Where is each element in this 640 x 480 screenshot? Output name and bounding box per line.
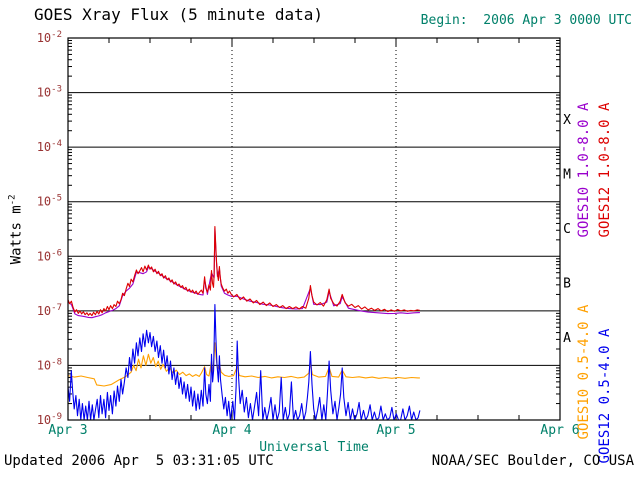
plot-frame [67,37,561,421]
y-tick-label: 10-7 [37,303,62,318]
y-tick-label: 10-8 [37,357,62,372]
chart-title: GOES Xray Flux (5 minute data) [34,5,323,24]
begin-time-label: Begin: 2006 Apr 3 0000 UTC [420,13,632,28]
y-tick-label: 10-4 [37,139,62,154]
y-tick-label: 10-3 [37,85,62,100]
flare-class-label: M [563,167,571,182]
flare-class-label: A [563,331,571,346]
series-goes10-long [67,228,420,319]
x-tick-label: Apr 6 [540,423,579,438]
series-goes12-long [67,226,421,317]
x-tick-label: Apr 3 [48,423,87,438]
y-tick-label: 10-5 [37,194,62,209]
x-tick-label: Apr 4 [212,423,251,438]
y-tick-label: 10-6 [37,248,62,263]
legend-goes10-long: GOES10 1.0-8.0 A [576,102,592,238]
flare-class-label: B [563,277,571,292]
credit-label: NOAA/SEC Boulder, CO USA [431,453,634,469]
series-goes12-short [67,304,421,421]
x-axis-title: Universal Time [259,440,369,455]
legend-goes10-short: GOES10 0.5-4.0 A [576,304,592,440]
flare-class-label: C [563,222,571,237]
x-tick-label: Apr 5 [376,423,415,438]
series-goes10-short [67,342,420,387]
flare-class-label: X [563,113,571,128]
y-tick-label: 10-2 [37,30,62,45]
updated-timestamp: Updated 2006 Apr 5 03:31:05 UTC [4,453,274,469]
legend-goes12-long: GOES12 1.0-8.0 A [597,102,613,238]
